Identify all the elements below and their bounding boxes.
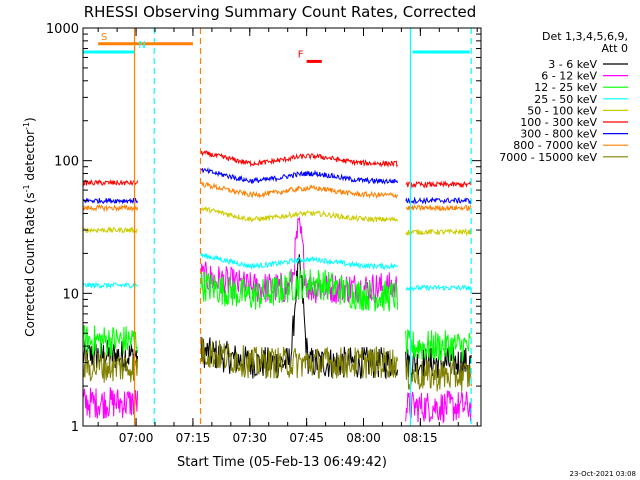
x-axis: 07:00 07:15 07:30 07:45 08:00 08:15 (97, 28, 478, 445)
legend-series-label: 800 - 7000 keV (513, 139, 597, 152)
x-tick-label: 07:45 (289, 431, 324, 445)
legend-series-label: 7000 - 15000 keV (499, 151, 597, 164)
series-line (82, 206, 472, 237)
series-line (82, 167, 472, 205)
legend-header-detectors: Det 1,3,4,5,6,9, (542, 30, 628, 43)
y-axis-label: Corrected Count Rate (s-1 detector-1) (22, 117, 37, 336)
legend-series-label: 50 - 100 keV (527, 104, 597, 117)
flag-label: S (101, 32, 107, 43)
legend-series-label: 3 - 6 keV (548, 58, 597, 71)
series-line (82, 337, 472, 392)
x-tick-label: 07:30 (232, 431, 267, 445)
series-line (82, 150, 472, 189)
series-line (82, 268, 472, 363)
flag-label: N (138, 40, 145, 51)
plot-frame (82, 27, 482, 427)
chart-title: RHESSI Observing Summary Count Rates, Co… (84, 3, 477, 21)
legend-series-label: 12 - 25 keV (534, 81, 597, 94)
y-tick-label: 100 (54, 155, 79, 170)
footer-timestamp: 23-Oct-2021 03:08 (570, 470, 636, 478)
flag-label: F (298, 49, 304, 60)
y-axis: 1 10 100 1000 (46, 22, 481, 435)
x-tick-label: 08:15 (403, 431, 438, 445)
series-line (82, 216, 472, 424)
legend-series-label: 100 - 300 keV (520, 116, 597, 129)
x-axis-label: Start Time (05-Feb-13 06:49:42) (177, 455, 387, 470)
y-axis-label-sup1: -1 (22, 184, 31, 192)
legend-series-label: 6 - 12 keV (541, 70, 597, 83)
series-line (82, 182, 472, 213)
y-tick-label: 10 (62, 287, 79, 302)
y-axis-label-main: Corrected Count Rate (s (23, 192, 37, 336)
series-line (82, 252, 472, 292)
x-tick-label: 08:00 (346, 431, 381, 445)
plot-area: S N F (82, 28, 472, 426)
y-axis-label-sup2: -1 (22, 122, 31, 130)
y-tick-label: 1000 (46, 22, 79, 37)
y-tick-label: 1 (71, 420, 79, 435)
x-tick-label: 07:15 (176, 431, 211, 445)
legend-header-attenuator: Att 0 (602, 42, 628, 55)
legend-series-label: 25 - 50 keV (534, 93, 597, 106)
legend-series-label: 300 - 800 keV (520, 128, 597, 141)
x-tick-label: 07:00 (119, 431, 154, 445)
y-axis-label-end: ) (23, 117, 37, 122)
y-axis-label-mid: detector (23, 130, 37, 185)
